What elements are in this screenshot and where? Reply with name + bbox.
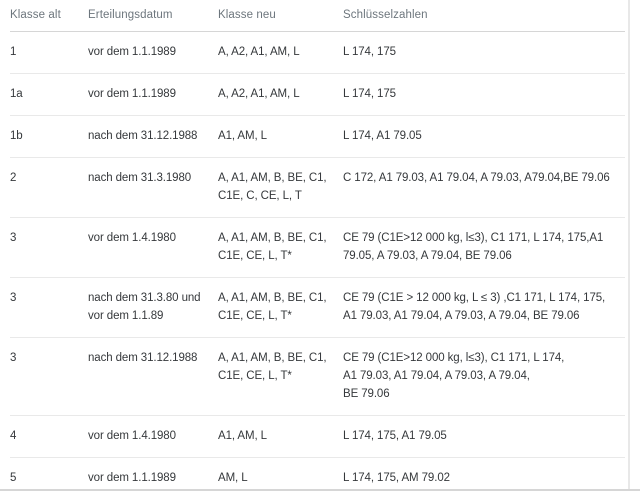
cell-klasse-neu: A, A1, AM, B, BE, C1, C1E, CE, L, T*: [218, 292, 327, 322]
cell-erteilungsdatum: nach dem 31.12.1988: [88, 130, 198, 142]
cell-klasse-alt: 3: [10, 292, 17, 304]
cell-erteilungsdatum: vor dem 1.4.1980: [88, 430, 176, 442]
cell-schluesselzahlen: L 174, 175, AM 79.02: [343, 472, 450, 484]
cell-schluesselzahlen: CE 79 (C1E>12 000 kg, l≤3), C1 171, L 17…: [343, 352, 565, 400]
cell-klasse-neu: A, A2, A1, AM, L: [218, 88, 300, 100]
license-classes-table: Klasse alt Erteilungsdatum Klasse neu Sc…: [10, 0, 625, 499]
cell-erteilungsdatum: vor dem 1.1.1989: [88, 46, 176, 58]
cell-klasse-neu: A1, AM, L: [218, 130, 267, 142]
cell-klasse-alt: 3: [10, 232, 17, 244]
cell-klasse-alt: 1b: [10, 130, 23, 142]
column-header-klasse-alt: Klasse alt: [10, 9, 61, 21]
cell-klasse-alt: 1: [10, 46, 17, 58]
cell-klasse-neu: AM, L: [218, 472, 248, 484]
cell-klasse-alt: 3: [10, 352, 17, 364]
cell-schluesselzahlen: L 174, 175, A1 79.05: [343, 430, 447, 442]
table-row: 5 vor dem 1.1.1989 AM, L L 174, 175, AM …: [10, 458, 625, 499]
cell-erteilungsdatum: vor dem 1.1.1989: [88, 88, 176, 100]
cell-schluesselzahlen: L 174, A1 79.05: [343, 130, 422, 142]
cell-schluesselzahlen: L 174, 175: [343, 88, 396, 100]
table-row: 1a vor dem 1.1.1989 A, A2, A1, AM, L L 1…: [10, 74, 625, 116]
table-row: 3 nach dem 31.3.80 und vor dem 1.1.89 A,…: [10, 278, 625, 338]
column-header-schluesselzahlen: Schlüsselzahlen: [343, 9, 428, 21]
cell-klasse-neu: A, A1, AM, B, BE, C1, C1E, CE, L, T*: [218, 352, 327, 382]
vertical-divider: [628, 0, 630, 491]
column-header-klasse-neu: Klasse neu: [218, 9, 276, 21]
cell-klasse-neu: A, A1, AM, B, BE, C1, C1E, CE, L, T*: [218, 232, 327, 262]
cell-klasse-alt: 5: [10, 472, 17, 484]
cell-klasse-alt: 1a: [10, 88, 23, 100]
cell-schluesselzahlen: L 174, 175: [343, 46, 396, 58]
table-row: 1 vor dem 1.1.1989 A, A2, A1, AM, L L 17…: [10, 32, 625, 74]
table-bottom-border: [0, 489, 640, 491]
table-row: 1b nach dem 31.12.1988 A1, AM, L L 174, …: [10, 116, 625, 158]
cell-schluesselzahlen: CE 79 (C1E > 12 000 kg, L ≤ 3) ,C1 171, …: [343, 292, 606, 322]
table-row: 3 vor dem 1.4.1980 A, A1, AM, B, BE, C1,…: [10, 218, 625, 278]
cell-erteilungsdatum: vor dem 1.1.1989: [88, 472, 176, 484]
cell-schluesselzahlen: C 172, A1 79.03, A1 79.04, A 79.03, A79.…: [343, 172, 610, 184]
cell-klasse-alt: 2: [10, 172, 17, 184]
cell-klasse-alt: 4: [10, 430, 17, 442]
table-row: 2 nach dem 31.3.1980 A, A1, AM, B, BE, C…: [10, 158, 625, 218]
table-row: 4 vor dem 1.4.1980 A1, AM, L L 174, 175,…: [10, 416, 625, 458]
column-header-erteilungsdatum: Erteilungsdatum: [88, 9, 173, 21]
cell-klasse-neu: A1, AM, L: [218, 430, 267, 442]
cell-klasse-neu: A, A1, AM, B, BE, C1, C1E, C, CE, L, T: [218, 172, 327, 202]
cell-erteilungsdatum: vor dem 1.4.1980: [88, 232, 176, 244]
cell-schluesselzahlen: CE 79 (C1E>12 000 kg, l≤3), C1 171, L 17…: [343, 232, 604, 262]
cell-klasse-neu: A, A2, A1, AM, L: [218, 46, 300, 58]
cell-erteilungsdatum: nach dem 31.3.1980: [88, 172, 192, 184]
cell-erteilungsdatum: nach dem 31.12.1988: [88, 352, 198, 364]
table-row: 3 nach dem 31.12.1988 A, A1, AM, B, BE, …: [10, 338, 625, 416]
table-header-row: Klasse alt Erteilungsdatum Klasse neu Sc…: [10, 0, 625, 32]
cell-erteilungsdatum: nach dem 31.3.80 und vor dem 1.1.89: [88, 292, 201, 322]
